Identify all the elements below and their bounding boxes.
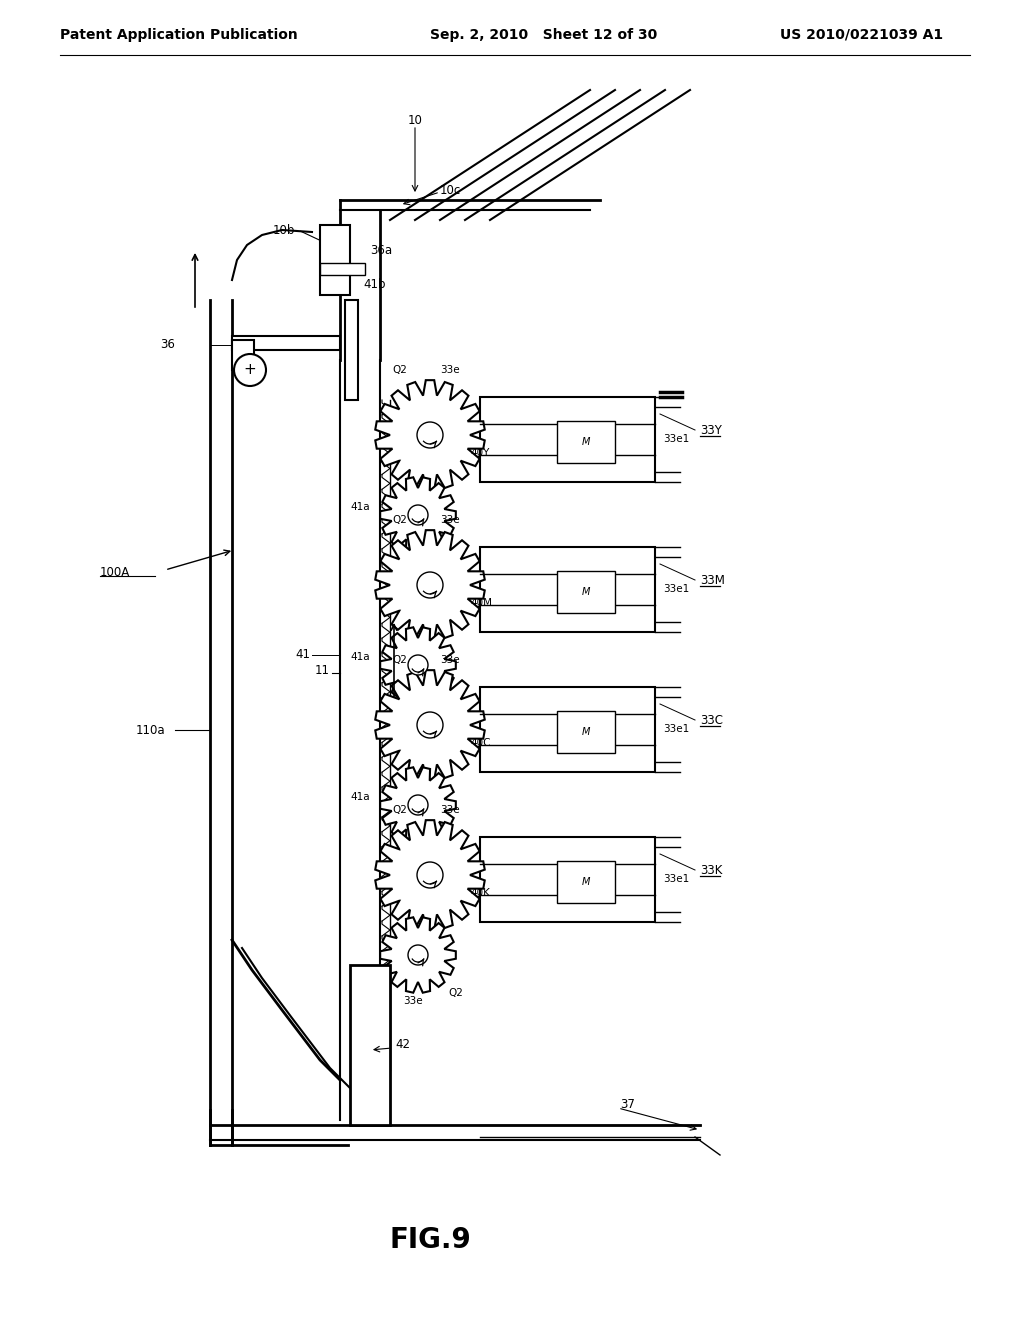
Circle shape bbox=[408, 655, 428, 675]
Text: 33e: 33e bbox=[403, 846, 423, 855]
Text: 33Y: 33Y bbox=[700, 424, 722, 437]
Text: 33e1: 33e1 bbox=[663, 874, 689, 884]
FancyBboxPatch shape bbox=[557, 710, 614, 754]
FancyBboxPatch shape bbox=[319, 224, 350, 294]
FancyBboxPatch shape bbox=[480, 837, 655, 921]
Text: 33C: 33C bbox=[700, 714, 723, 726]
Text: 37: 37 bbox=[620, 1098, 635, 1111]
Text: 33e1: 33e1 bbox=[663, 725, 689, 734]
Polygon shape bbox=[380, 767, 456, 842]
Text: Sep. 2, 2010   Sheet 12 of 30: Sep. 2, 2010 Sheet 12 of 30 bbox=[430, 28, 657, 42]
FancyBboxPatch shape bbox=[350, 965, 390, 1125]
Text: 40C: 40C bbox=[470, 738, 490, 748]
Text: 110a: 110a bbox=[135, 723, 165, 737]
Text: 10: 10 bbox=[408, 114, 423, 127]
Polygon shape bbox=[380, 478, 456, 553]
Text: 36a: 36a bbox=[370, 243, 392, 256]
Text: 10b: 10b bbox=[272, 223, 295, 236]
Text: M: M bbox=[582, 727, 590, 737]
Text: FIG.9: FIG.9 bbox=[389, 1226, 471, 1254]
FancyBboxPatch shape bbox=[480, 686, 655, 772]
Text: 33e1: 33e1 bbox=[663, 585, 689, 594]
FancyBboxPatch shape bbox=[480, 397, 655, 482]
Text: 10c: 10c bbox=[440, 183, 461, 197]
Text: 41: 41 bbox=[295, 648, 310, 661]
Text: 33e: 33e bbox=[403, 997, 423, 1006]
Text: 33e: 33e bbox=[440, 515, 460, 525]
FancyBboxPatch shape bbox=[232, 337, 340, 350]
Text: 42: 42 bbox=[395, 1039, 410, 1052]
FancyBboxPatch shape bbox=[557, 861, 614, 903]
Text: 33e: 33e bbox=[440, 655, 460, 665]
Text: Q2: Q2 bbox=[392, 515, 408, 525]
Polygon shape bbox=[375, 671, 484, 780]
Text: 11: 11 bbox=[315, 664, 330, 676]
Circle shape bbox=[234, 354, 266, 385]
Text: Patent Application Publication: Patent Application Publication bbox=[60, 28, 298, 42]
Text: Q2: Q2 bbox=[392, 805, 408, 814]
Text: 33e: 33e bbox=[440, 805, 460, 814]
Circle shape bbox=[417, 422, 443, 447]
Text: 41a: 41a bbox=[350, 792, 370, 803]
Text: M: M bbox=[582, 587, 590, 597]
FancyBboxPatch shape bbox=[319, 263, 365, 275]
Text: M: M bbox=[582, 876, 590, 887]
Text: Q2: Q2 bbox=[449, 548, 463, 558]
FancyBboxPatch shape bbox=[557, 570, 614, 614]
Polygon shape bbox=[380, 627, 456, 702]
FancyBboxPatch shape bbox=[480, 546, 655, 632]
FancyBboxPatch shape bbox=[232, 341, 254, 370]
Text: Q2: Q2 bbox=[449, 838, 463, 847]
Polygon shape bbox=[375, 820, 484, 929]
Text: 40M: 40M bbox=[470, 598, 492, 609]
Text: Q2: Q2 bbox=[449, 987, 463, 998]
Text: 41a: 41a bbox=[350, 652, 370, 663]
Text: 33e1: 33e1 bbox=[663, 434, 689, 445]
Text: 100A: 100A bbox=[100, 565, 130, 578]
FancyBboxPatch shape bbox=[345, 300, 358, 400]
Text: 33e: 33e bbox=[403, 556, 423, 566]
Polygon shape bbox=[380, 917, 456, 993]
Text: M: M bbox=[582, 437, 590, 447]
Text: 41a: 41a bbox=[350, 502, 370, 512]
Text: 33e: 33e bbox=[440, 366, 460, 375]
Text: 40Y: 40Y bbox=[470, 447, 489, 458]
Text: +: + bbox=[244, 363, 256, 378]
Text: Q2: Q2 bbox=[449, 698, 463, 708]
Polygon shape bbox=[375, 531, 484, 640]
Circle shape bbox=[417, 862, 443, 888]
Text: 40K: 40K bbox=[470, 888, 489, 898]
Text: 33M: 33M bbox=[700, 573, 725, 586]
Text: Q2: Q2 bbox=[392, 655, 408, 665]
Circle shape bbox=[408, 945, 428, 965]
Text: 41b: 41b bbox=[362, 279, 385, 292]
Text: 36: 36 bbox=[160, 338, 175, 351]
Circle shape bbox=[417, 711, 443, 738]
FancyBboxPatch shape bbox=[557, 421, 614, 463]
Text: Q2: Q2 bbox=[392, 366, 408, 375]
Circle shape bbox=[408, 506, 428, 525]
Circle shape bbox=[417, 572, 443, 598]
Polygon shape bbox=[375, 380, 484, 490]
Text: 33e: 33e bbox=[403, 706, 423, 715]
Circle shape bbox=[408, 795, 428, 814]
Text: 33K: 33K bbox=[700, 863, 722, 876]
Text: US 2010/0221039 A1: US 2010/0221039 A1 bbox=[780, 28, 943, 42]
